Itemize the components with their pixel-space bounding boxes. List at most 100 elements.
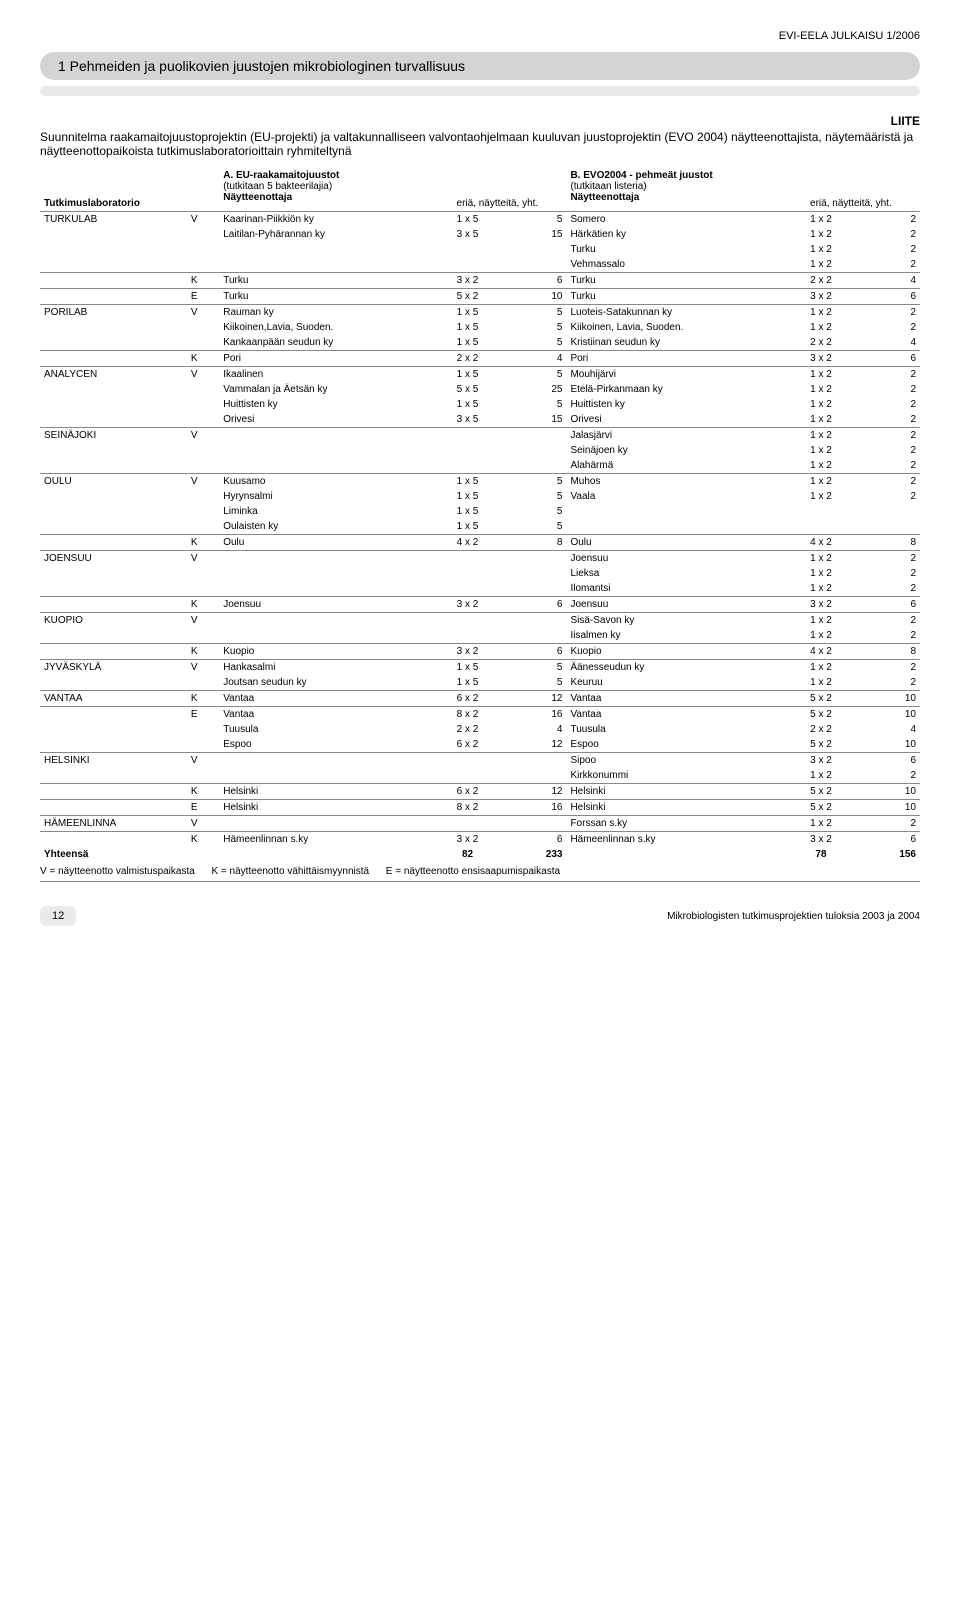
code-cell: V [187, 613, 219, 629]
lab-cell [40, 566, 187, 581]
lab-cell: SEINÄJOKI [40, 428, 187, 444]
col-b-title: B. EVO2004 - pehmeät juustot [570, 170, 712, 181]
legend-v: V = näytteenotto valmistuspaikasta [40, 866, 195, 877]
table-row: ETurku5 x 210Turku3 x 26 [40, 289, 920, 305]
page-title: 1 Pehmeiden ja puolikovien juustojen mik… [40, 52, 920, 80]
lab-cell [40, 227, 187, 242]
code-cell [187, 675, 219, 691]
table-row: Turku1 x 22 [40, 242, 920, 257]
code-cell: K [187, 832, 219, 848]
table-row: Oulaisten ky1 x 55 [40, 519, 920, 535]
code-cell [187, 519, 219, 535]
table-row: Vammalan ja Äetsän ky5 x 525Etelä-Pirkan… [40, 382, 920, 397]
table-header-row: Tutkimuslaboratorio A. EU-raakamaitojuus… [40, 168, 920, 212]
code-cell: V [187, 474, 219, 490]
table-row: KHelsinki6 x 212Helsinki5 x 210 [40, 784, 920, 800]
legend-row: V = näytteenotto valmistuspaikasta K = n… [40, 866, 920, 882]
lab-cell [40, 351, 187, 367]
code-cell [187, 397, 219, 412]
code-cell: V [187, 367, 219, 383]
table-row: KJoensuu3 x 26Joensuu3 x 26 [40, 597, 920, 613]
table-row: PORILABVRauman ky1 x 55Luoteis-Satakunna… [40, 305, 920, 321]
table-row: ANALYCENVIkaalinen1 x 55Mouhijärvi1 x 22 [40, 367, 920, 383]
table-row: Laitilan-Pyhärannan ky3 x 515Härkätien k… [40, 227, 920, 242]
intro-text: Suunnitelma raakamaitojuustoprojektin (E… [40, 130, 920, 158]
table-row: HÄMEENLINNAVForssan s.ky1 x 22 [40, 816, 920, 832]
lab-cell: OULU [40, 474, 187, 490]
lab-cell [40, 644, 187, 660]
lab-cell [40, 273, 187, 289]
lab-cell: TURKULAB [40, 212, 187, 228]
lab-cell [40, 458, 187, 474]
title-underline [40, 86, 920, 96]
lab-cell: KUOPIO [40, 613, 187, 629]
lab-cell [40, 443, 187, 458]
code-cell [187, 504, 219, 519]
code-cell [187, 628, 219, 644]
table-row: KOulu4 x 28Oulu4 x 28 [40, 535, 920, 551]
code-cell [187, 227, 219, 242]
code-cell: V [187, 305, 219, 321]
lab-cell [40, 504, 187, 519]
col-lab: Tutkimuslaboratorio [44, 198, 140, 209]
code-cell: E [187, 289, 219, 305]
table-row: VANTAAKVantaa6 x 212Vantaa5 x 210 [40, 691, 920, 707]
code-cell [187, 489, 219, 504]
lab-cell [40, 242, 187, 257]
table-row: Hyrynsalmi1 x 55Vaala1 x 22 [40, 489, 920, 504]
table-row: KUOPIOVSisä-Savon ky1 x 22 [40, 613, 920, 629]
lab-cell [40, 382, 187, 397]
table-row: TURKULABVKaarinan-Piikkiön ky1 x 55Somer… [40, 212, 920, 228]
table-row: JYVÄSKYLÄVHankasalmi1 x 55Äänesseudun ky… [40, 660, 920, 676]
table-row: Liminka1 x 55 [40, 504, 920, 519]
lab-cell [40, 320, 187, 335]
code-cell: V [187, 212, 219, 228]
table-row: KHämeenlinnan s.ky3 x 26Hämeenlinnan s.k… [40, 832, 920, 848]
code-cell [187, 737, 219, 753]
col-a-title: A. EU-raakamaitojuustot [223, 170, 339, 181]
lab-cell [40, 519, 187, 535]
code-cell: V [187, 551, 219, 567]
table-row: Iisalmen ky1 x 22 [40, 628, 920, 644]
code-cell: K [187, 784, 219, 800]
table-row: Orivesi3 x 515Orivesi1 x 22 [40, 412, 920, 428]
code-cell [187, 722, 219, 737]
totals-row: Yhteensä8223378156 [40, 847, 920, 862]
code-cell [187, 412, 219, 428]
lab-cell: ANALYCEN [40, 367, 187, 383]
table-row: Kankaanpään seudun ky1 x 55Kristiinan se… [40, 335, 920, 351]
lab-cell [40, 768, 187, 784]
table-row: Tuusula2 x 24Tuusula2 x 24 [40, 722, 920, 737]
data-table: Tutkimuslaboratorio A. EU-raakamaitojuus… [40, 168, 920, 862]
lab-cell: HELSINKI [40, 753, 187, 769]
code-cell [187, 257, 219, 273]
lab-cell: JOENSUU [40, 551, 187, 567]
table-row: Vehmassalo1 x 22 [40, 257, 920, 273]
lab-cell: HÄMEENLINNA [40, 816, 187, 832]
table-row: Joutsan seudun ky1 x 55Keuruu1 x 22 [40, 675, 920, 691]
code-cell [187, 458, 219, 474]
table-row: EHelsinki8 x 216Helsinki5 x 210 [40, 800, 920, 816]
table-row: JOENSUUVJoensuu1 x 22 [40, 551, 920, 567]
code-cell [187, 566, 219, 581]
table-row: SEINÄJOKIVJalasjärvi1 x 22 [40, 428, 920, 444]
code-cell: V [187, 753, 219, 769]
lab-cell [40, 581, 187, 597]
footer-text: Mikrobiologisten tutkimusprojektien tulo… [96, 911, 920, 922]
code-cell [187, 443, 219, 458]
lab-cell [40, 289, 187, 305]
lab-cell [40, 397, 187, 412]
code-cell: K [187, 351, 219, 367]
appendix-label: LIITE [40, 114, 920, 128]
lab-cell [40, 535, 187, 551]
code-cell: E [187, 707, 219, 723]
code-cell: V [187, 660, 219, 676]
table-row: OULUVKuusamo1 x 55Muhos1 x 22 [40, 474, 920, 490]
code-cell: K [187, 597, 219, 613]
lab-cell [40, 412, 187, 428]
lab-cell [40, 257, 187, 273]
code-cell: V [187, 428, 219, 444]
code-cell: K [187, 273, 219, 289]
code-cell: K [187, 644, 219, 660]
lab-cell: VANTAA [40, 691, 187, 707]
